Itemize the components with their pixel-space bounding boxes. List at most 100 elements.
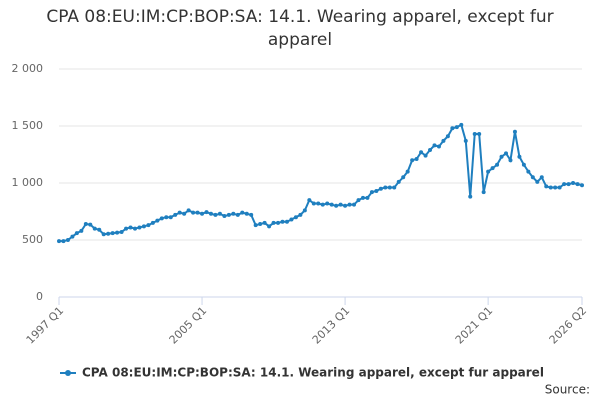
- point: [490, 166, 495, 171]
- point: [289, 217, 294, 222]
- point: [302, 208, 307, 213]
- point: [526, 169, 531, 174]
- point: [410, 158, 415, 163]
- point: [311, 201, 316, 206]
- point: [360, 195, 365, 200]
- point: [173, 212, 178, 217]
- point: [454, 125, 459, 130]
- point: [535, 179, 540, 184]
- point: [97, 227, 102, 232]
- point: [70, 234, 75, 239]
- point: [374, 188, 379, 193]
- point: [481, 190, 486, 195]
- x-tick-label: 2005 Q1: [167, 304, 210, 347]
- point: [101, 232, 106, 237]
- point: [387, 185, 392, 190]
- chart-title: CPA 08:EU:IM:CP:BOP:SA: 14.1. Wearing ap…: [46, 7, 554, 50]
- point: [115, 230, 120, 235]
- point: [580, 183, 584, 188]
- point: [530, 175, 535, 180]
- point: [276, 220, 281, 225]
- point: [280, 219, 285, 224]
- point: [423, 153, 428, 158]
- point: [146, 223, 151, 228]
- x-tick-label: 2021 Q1: [453, 304, 496, 347]
- point: [562, 182, 567, 187]
- point: [495, 162, 500, 167]
- point: [575, 182, 580, 187]
- source: Source:: [545, 383, 590, 397]
- point: [155, 218, 160, 223]
- point: [356, 198, 361, 203]
- point: [271, 220, 276, 225]
- point: [249, 212, 254, 217]
- point: [200, 211, 205, 216]
- y-tick-label: 500: [22, 233, 43, 246]
- point: [168, 215, 173, 220]
- point: [320, 202, 325, 207]
- point: [204, 210, 209, 215]
- point: [508, 158, 513, 163]
- point: [405, 169, 410, 174]
- point: [208, 211, 213, 216]
- point: [164, 215, 169, 220]
- point: [378, 186, 383, 191]
- point: [396, 179, 401, 184]
- point: [61, 239, 66, 244]
- point: [119, 230, 124, 235]
- point: [459, 122, 464, 127]
- point: [231, 211, 236, 216]
- point: [512, 129, 517, 134]
- point: [352, 202, 357, 207]
- point: [258, 222, 263, 227]
- x-tick-label: 2013 Q1: [310, 304, 353, 347]
- point: [159, 216, 164, 221]
- point: [191, 210, 196, 215]
- point: [338, 202, 343, 207]
- point: [298, 212, 303, 217]
- y-tick-label: 1 000: [12, 176, 44, 189]
- point: [329, 202, 334, 207]
- point: [284, 219, 289, 224]
- point: [307, 198, 312, 203]
- point: [369, 190, 374, 195]
- point: [539, 175, 544, 180]
- point: [499, 154, 504, 159]
- point: [571, 181, 576, 185]
- point: [128, 225, 133, 230]
- point: [267, 224, 272, 229]
- series-line: [59, 123, 583, 243]
- point: [217, 211, 222, 216]
- point: [553, 185, 558, 190]
- point: [325, 201, 330, 206]
- y-tick-label: 0: [36, 290, 43, 303]
- point: [74, 231, 79, 236]
- point: [124, 226, 129, 231]
- point: [88, 222, 93, 227]
- point: [65, 238, 70, 242]
- point: [414, 157, 419, 162]
- point: [432, 143, 437, 148]
- point: [566, 182, 571, 187]
- point: [79, 228, 84, 233]
- point: [213, 212, 218, 217]
- y-tick-label: 1 500: [12, 119, 44, 132]
- point: [293, 215, 298, 220]
- point: [347, 202, 352, 207]
- point: [544, 184, 549, 189]
- point: [240, 210, 245, 215]
- point: [517, 154, 522, 159]
- point: [392, 185, 397, 190]
- point: [132, 226, 137, 231]
- point: [316, 201, 321, 206]
- point: [486, 169, 491, 174]
- point: [57, 239, 61, 244]
- point: [182, 211, 187, 216]
- point: [428, 147, 433, 152]
- point: [445, 134, 450, 139]
- point: [226, 212, 231, 217]
- point: [235, 212, 240, 217]
- x-tick-label: 2026 Q2: [547, 304, 590, 347]
